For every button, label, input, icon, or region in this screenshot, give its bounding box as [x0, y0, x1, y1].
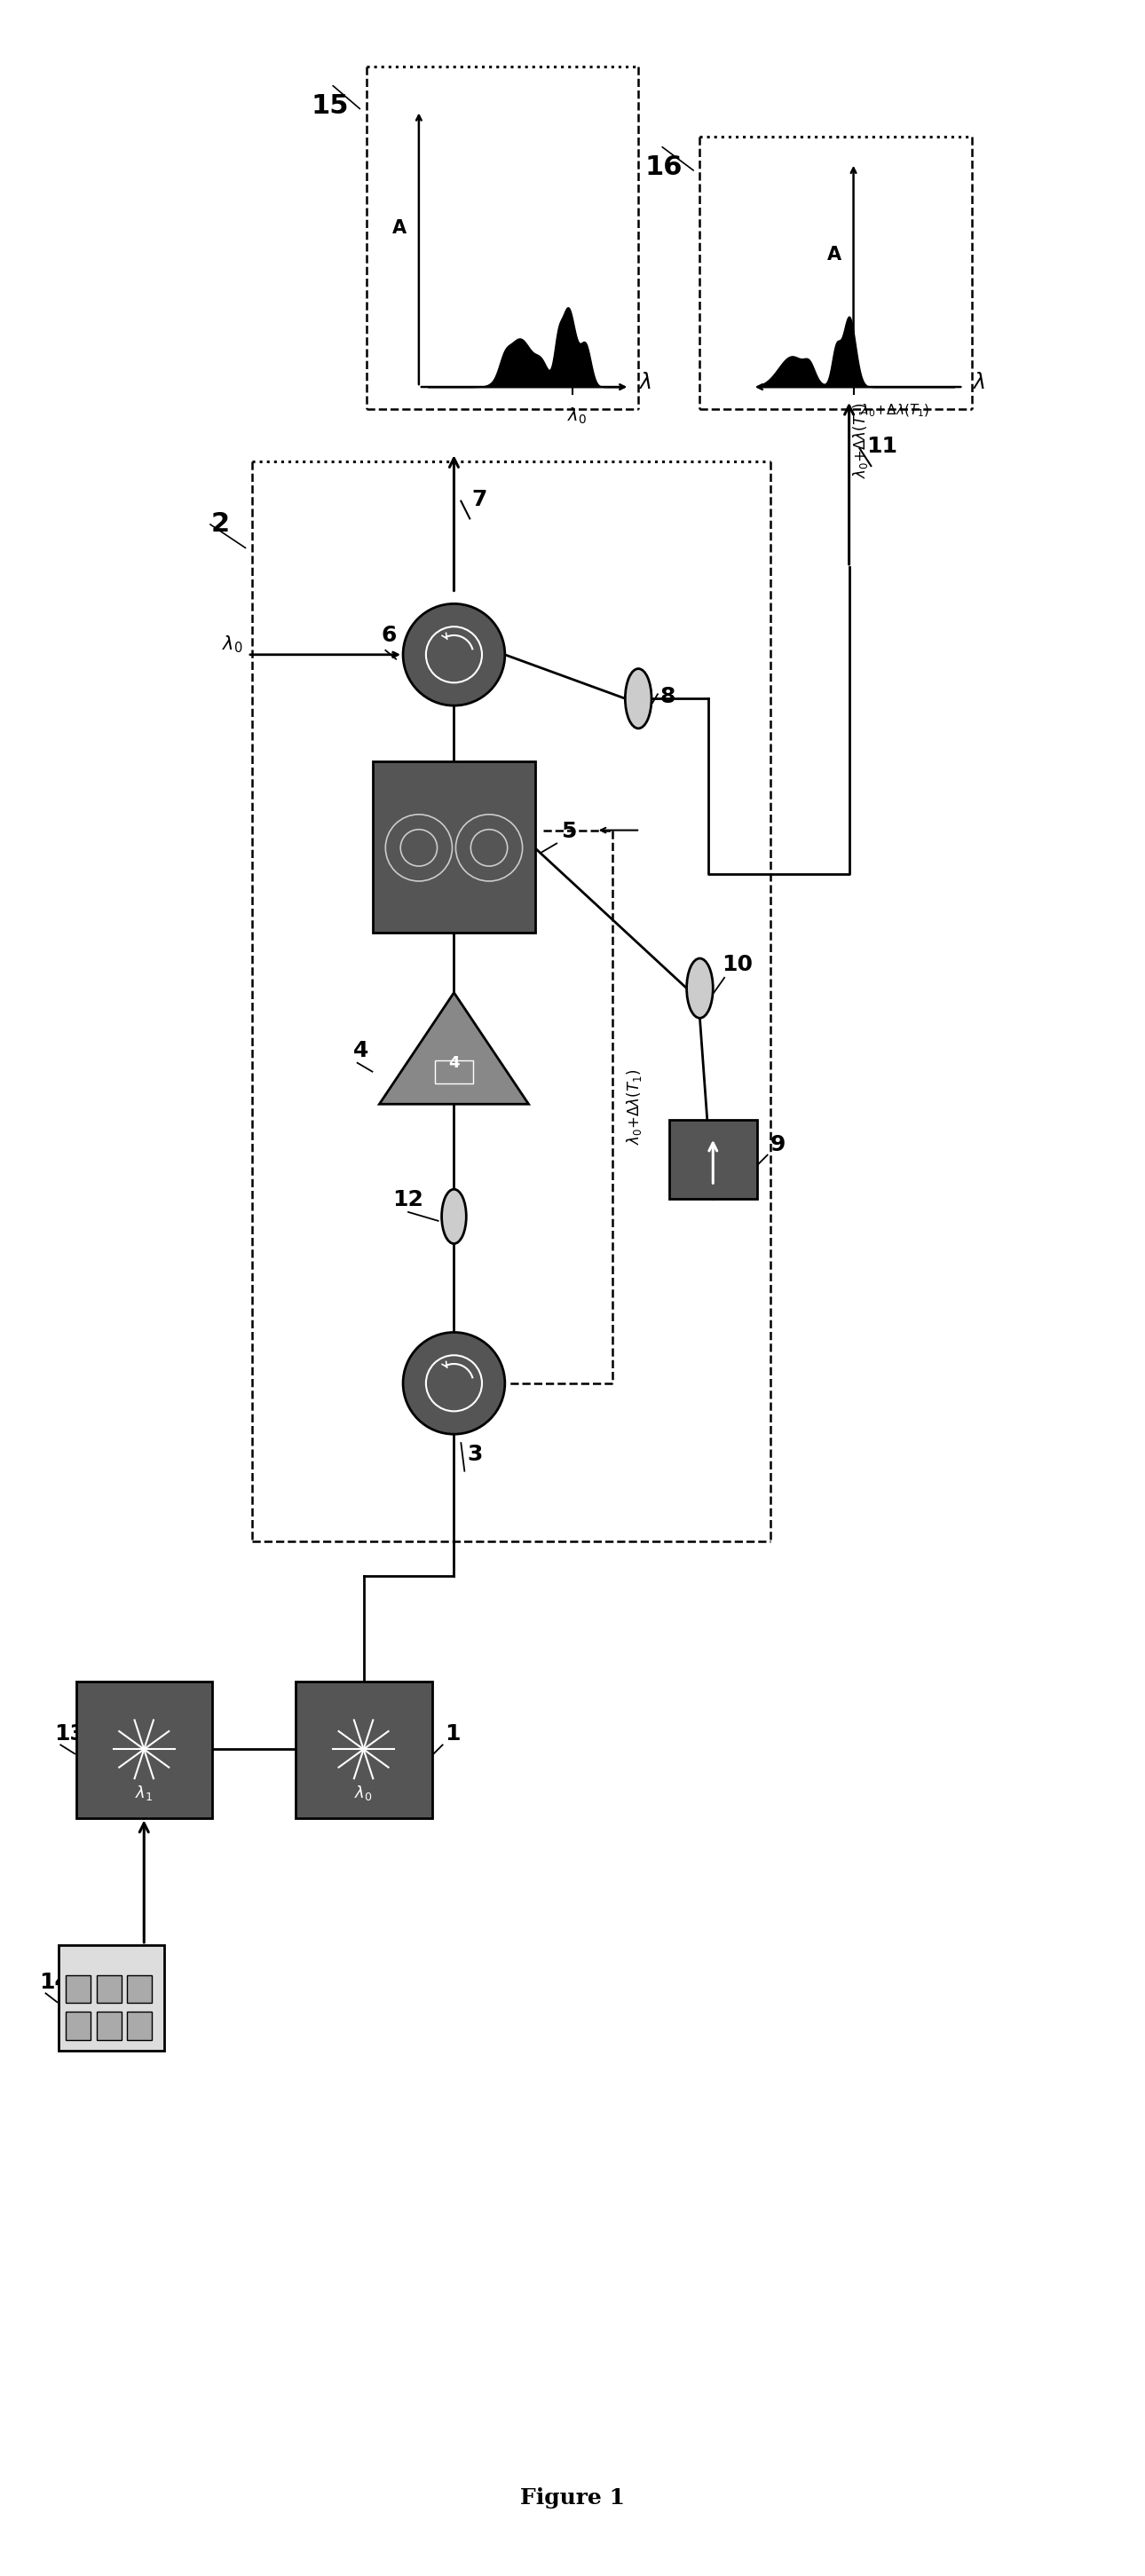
Text: A: A	[393, 219, 406, 237]
Text: 8: 8	[661, 685, 676, 708]
Text: $\lambda_0$+$\Delta\lambda(T_1)$: $\lambda_0$+$\Delta\lambda(T_1)$	[851, 402, 870, 479]
Text: $\lambda$: $\lambda$	[972, 371, 985, 394]
FancyBboxPatch shape	[58, 1945, 164, 2050]
Text: 2: 2	[212, 513, 230, 536]
Text: 11: 11	[867, 435, 898, 456]
Circle shape	[403, 1332, 505, 1435]
Text: 12: 12	[393, 1190, 424, 1211]
Text: 13: 13	[55, 1723, 86, 1744]
Text: $\lambda_0$: $\lambda_0$	[567, 407, 586, 425]
FancyBboxPatch shape	[373, 762, 536, 933]
Text: 6: 6	[381, 623, 396, 647]
FancyBboxPatch shape	[66, 2012, 90, 2040]
FancyBboxPatch shape	[96, 2012, 121, 2040]
FancyBboxPatch shape	[295, 1682, 432, 1819]
FancyBboxPatch shape	[127, 2012, 152, 2040]
Text: $\lambda_0$+$\Delta\lambda(T_1)$: $\lambda_0$+$\Delta\lambda(T_1)$	[625, 1069, 643, 1144]
Text: 15: 15	[311, 93, 348, 118]
Ellipse shape	[625, 670, 652, 729]
FancyBboxPatch shape	[77, 1682, 213, 1819]
Text: $\lambda$: $\lambda$	[639, 371, 652, 394]
Text: $\lambda_0$: $\lambda_0$	[354, 1783, 372, 1803]
Text: 10: 10	[721, 953, 752, 976]
Text: A: A	[827, 245, 842, 263]
FancyBboxPatch shape	[127, 1976, 152, 2004]
Text: Figure 1: Figure 1	[520, 2488, 625, 2509]
Ellipse shape	[442, 1190, 466, 1244]
Text: 4: 4	[449, 1054, 459, 1072]
Text: 14: 14	[40, 1973, 71, 1994]
Text: $\lambda_0$: $\lambda_0$	[222, 634, 243, 654]
Ellipse shape	[687, 958, 713, 1018]
Text: $\lambda_1$: $\lambda_1$	[135, 1783, 153, 1803]
FancyBboxPatch shape	[669, 1121, 757, 1198]
FancyBboxPatch shape	[96, 1976, 121, 2004]
Text: 16: 16	[645, 155, 682, 180]
Text: 3: 3	[467, 1443, 482, 1466]
Text: 1: 1	[445, 1723, 460, 1744]
Text: 5: 5	[561, 819, 576, 842]
Text: 7: 7	[472, 489, 487, 510]
Polygon shape	[379, 992, 529, 1105]
Text: $\lambda_0$+$\Delta\lambda(T_1)$: $\lambda_0$+$\Delta\lambda(T_1)$	[861, 402, 930, 420]
FancyBboxPatch shape	[66, 1976, 90, 2004]
Text: 9: 9	[771, 1133, 785, 1154]
Text: 4: 4	[353, 1041, 369, 1061]
Circle shape	[403, 603, 505, 706]
